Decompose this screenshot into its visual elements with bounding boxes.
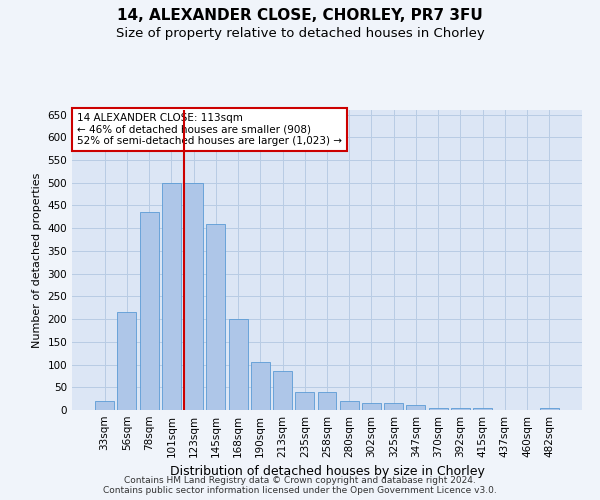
Bar <box>473 408 492 410</box>
Bar <box>451 408 470 410</box>
Bar <box>95 401 114 410</box>
Bar <box>162 182 181 410</box>
Bar <box>340 401 359 410</box>
Bar <box>429 408 448 410</box>
Bar <box>251 362 270 410</box>
Bar <box>118 312 136 410</box>
X-axis label: Distribution of detached houses by size in Chorley: Distribution of detached houses by size … <box>170 466 484 478</box>
Text: 14, ALEXANDER CLOSE, CHORLEY, PR7 3FU: 14, ALEXANDER CLOSE, CHORLEY, PR7 3FU <box>117 8 483 22</box>
Text: 14 ALEXANDER CLOSE: 113sqm
← 46% of detached houses are smaller (908)
52% of sem: 14 ALEXANDER CLOSE: 113sqm ← 46% of deta… <box>77 113 342 146</box>
Text: Size of property relative to detached houses in Chorley: Size of property relative to detached ho… <box>116 28 484 40</box>
Bar <box>273 372 292 410</box>
Bar <box>295 392 314 410</box>
Bar <box>362 403 381 410</box>
Text: Contains HM Land Registry data © Crown copyright and database right 2024.
Contai: Contains HM Land Registry data © Crown c… <box>103 476 497 495</box>
Bar <box>140 212 158 410</box>
Bar <box>206 224 225 410</box>
Y-axis label: Number of detached properties: Number of detached properties <box>32 172 42 348</box>
Bar <box>184 182 203 410</box>
Bar <box>229 319 248 410</box>
Bar <box>540 408 559 410</box>
Bar <box>406 406 425 410</box>
Bar <box>384 403 403 410</box>
Bar <box>317 392 337 410</box>
